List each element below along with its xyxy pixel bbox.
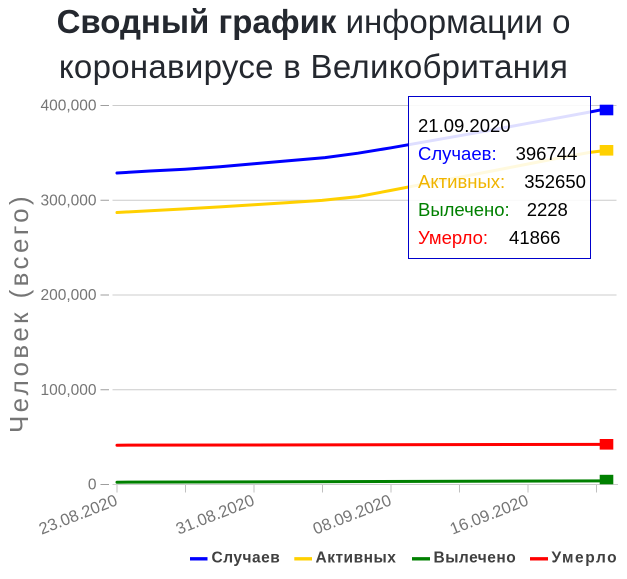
svg-text:Вылечено: Вылечено	[434, 550, 517, 567]
svg-text:200,000: 200,000	[40, 287, 96, 304]
svg-text:Случаев: Случаев	[212, 550, 281, 567]
svg-text:08.09.2020: 08.09.2020	[311, 491, 394, 538]
svg-text:31.08.2020: 31.08.2020	[174, 491, 257, 538]
svg-text:400,000: 400,000	[40, 98, 96, 115]
svg-text:Активных: Активных	[316, 550, 397, 567]
svg-text:300,000: 300,000	[40, 192, 96, 209]
svg-text:16.09.2020: 16.09.2020	[448, 491, 531, 538]
svg-text:Умерло: Умерло	[552, 550, 619, 567]
svg-text:0: 0	[88, 477, 97, 494]
svg-text:100,000: 100,000	[40, 382, 96, 399]
svg-text:Человек (всего): Человек (всего)	[4, 193, 34, 433]
svg-text:23.08.2020: 23.08.2020	[37, 491, 120, 538]
